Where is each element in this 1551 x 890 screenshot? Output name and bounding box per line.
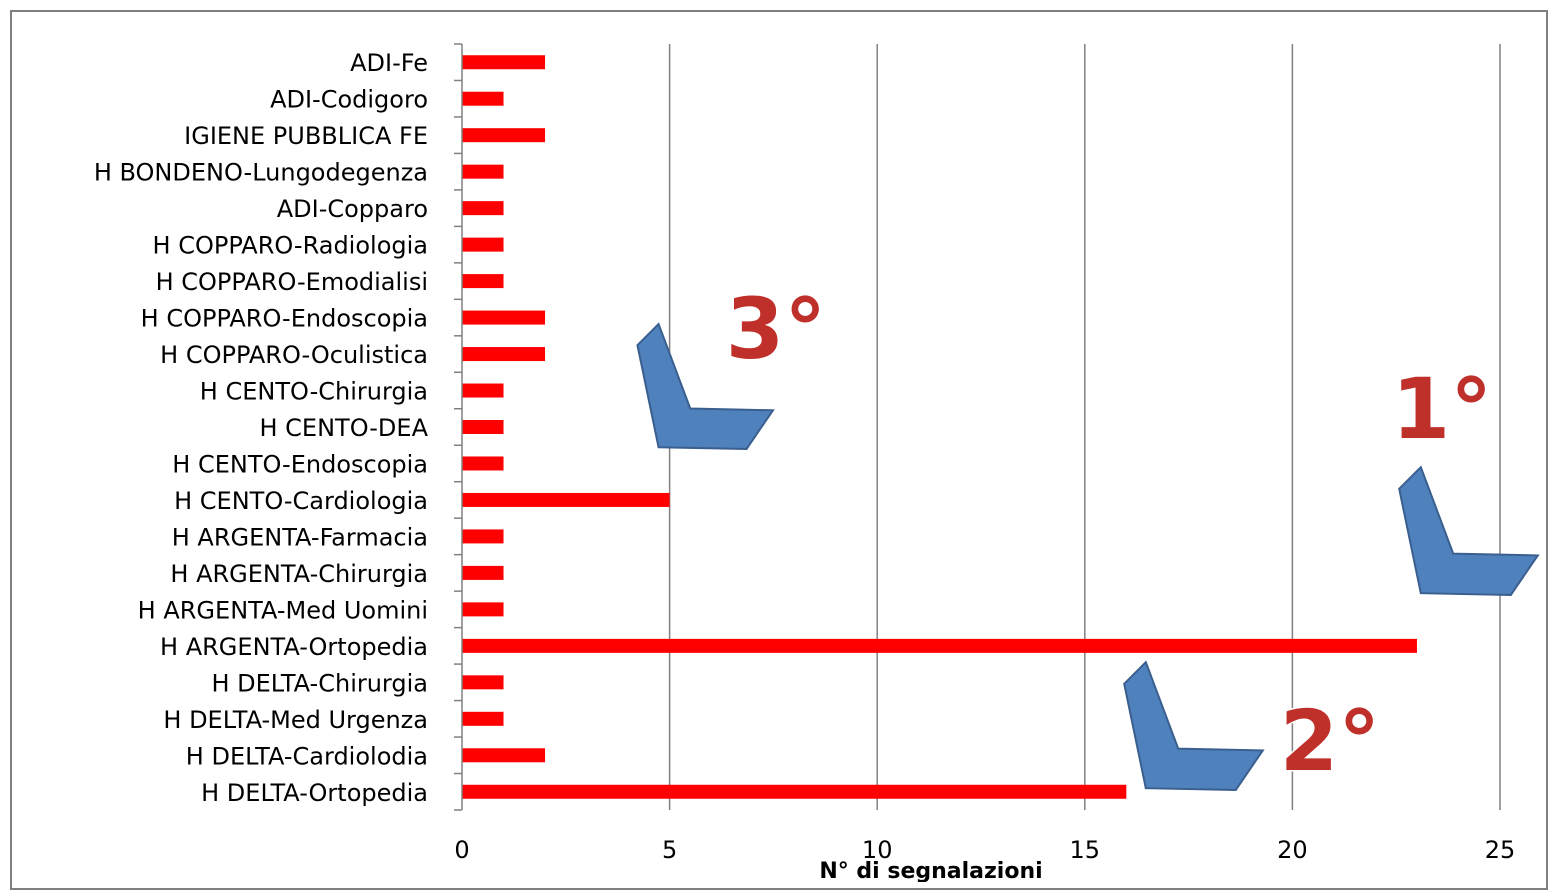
category-label: ADI-Copparo: [277, 195, 428, 223]
category-label: H COPPARO-Oculistica: [160, 341, 428, 369]
arrow-icon-rank-2: [1123, 660, 1265, 792]
category-label: ADI-Codigoro: [270, 86, 428, 114]
category-label: H DELTA-Cardiolodia: [186, 742, 428, 770]
bar-h-copparo-radiologia: [462, 237, 504, 252]
category-axis: ADI-Fe ADI-Codigoro IGIENE PUBBLICA FE H BO…: [94, 43, 463, 811]
x-tick-label: 0: [454, 836, 469, 864]
category-label: H COPPARO-Endoscopia: [141, 305, 428, 333]
gridlines: [668, 44, 1501, 810]
bar-h-copparo-endoscopia: [462, 310, 546, 325]
rank-label-2: 2°: [1280, 692, 1380, 790]
rank-label-3: 3°: [726, 280, 826, 378]
bar-h-delta-ortopedia: [462, 784, 1127, 799]
category-label: IGIENE PUBBLICA FE: [184, 122, 428, 150]
bars: [462, 55, 1417, 799]
x-tick-label: 10: [862, 836, 893, 864]
x-tick-label: 15: [1070, 836, 1101, 864]
category-label: H DELTA-Med Urgenza: [163, 706, 428, 734]
category-label: H ARGENTA-Chirurgia: [170, 560, 428, 588]
bar-h-delta-med-urgenza: [462, 711, 504, 726]
rank-label-1: 1°: [1392, 360, 1492, 458]
x-tick-label: 5: [662, 836, 677, 864]
category-label: H CENTO-Chirurgia: [200, 378, 428, 406]
category-label: H CENTO-DEA: [260, 414, 429, 442]
x-tick-label: 20: [1277, 836, 1308, 864]
bar-h-argenta-farmacia: [462, 529, 504, 544]
annotations: 1° 2° 3°: [636, 279, 1540, 792]
bar-h-copparo-oculistica: [462, 347, 546, 362]
x-tick-label: 25: [1485, 836, 1516, 864]
category-label: H ARGENTA-Farmacia: [172, 523, 428, 551]
bar-h-delta-chirurgia: [462, 675, 504, 690]
bar-h-delta-cardiolodia: [462, 748, 546, 763]
bar-h-argenta-ortopedia: [462, 638, 1417, 653]
category-label: H CENTO-Cardiologia: [174, 487, 428, 515]
category-label: H COPPARO-Emodialisi: [156, 268, 428, 296]
category-label: H COPPARO-Radiologia: [153, 232, 428, 260]
bar-adi-codigoro: [462, 91, 504, 106]
category-label: H ARGENTA-Ortopedia: [160, 633, 428, 661]
bar-h-copparo-emodialisi: [462, 274, 504, 289]
bar-h-cento-endoscopia: [462, 456, 504, 471]
category-label: H CENTO-Endoscopia: [172, 450, 428, 478]
x-axis-title: N° di segnalazioni: [819, 859, 1042, 882]
bar-h-cento-cardiologia: [462, 492, 670, 507]
bar-h-cento-dea: [462, 420, 504, 434]
value-axis: 0 5 10 15 20 25: [454, 836, 1515, 864]
category-label: H BONDENO-Lungodegenza: [94, 159, 428, 187]
category-label: H ARGENTA-Med Uomini: [138, 596, 428, 624]
bar-h-argenta-chirurgia: [462, 565, 504, 580]
arrow-icon-rank-1: [1398, 465, 1540, 597]
bar-adi-fe: [462, 55, 546, 70]
bar-h-argenta-med-uomini: [462, 602, 504, 617]
category-label: H DELTA-Ortopedia: [201, 779, 428, 807]
category-label: ADI-Fe: [350, 49, 428, 77]
bar-adi-copparo: [462, 201, 504, 216]
category-label: H DELTA-Chirurgia: [211, 669, 428, 697]
arrow-icon-rank-3: [636, 322, 775, 451]
bar-h-bondeno-lungodegenza: [462, 164, 504, 179]
bar-h-cento-chirurgia: [462, 383, 504, 398]
bar-igiene-pubblica-fe: [462, 128, 546, 143]
